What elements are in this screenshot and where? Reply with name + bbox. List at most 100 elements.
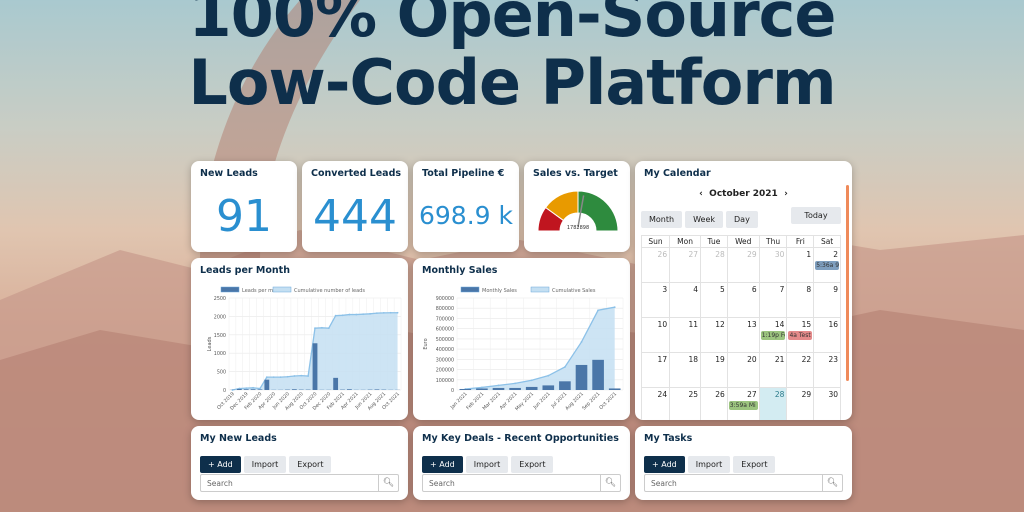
calendar-day[interactable]: 21 xyxy=(758,352,788,388)
day-number: 16 xyxy=(828,320,838,329)
view-day-button[interactable]: Day xyxy=(726,211,758,228)
calendar-day[interactable]: 5 xyxy=(700,282,728,318)
calendar-day[interactable]: 1 xyxy=(786,247,815,283)
search-icon[interactable]: 🔍︎ xyxy=(378,475,398,491)
calendar-day[interactable]: 24 xyxy=(640,387,671,420)
export-button[interactable]: Export xyxy=(733,456,776,473)
cumulative-point xyxy=(613,306,616,309)
kpi-converted-leads[interactable]: Converted Leads 444 xyxy=(302,161,408,252)
calendar-day[interactable]: 23 xyxy=(813,352,841,388)
export-button[interactable]: Export xyxy=(511,456,554,473)
import-button[interactable]: Import xyxy=(687,456,731,473)
calendar-day[interactable]: 9 xyxy=(813,282,841,318)
search-input[interactable]: Search 🔍︎ xyxy=(422,474,621,492)
list-title: My New Leads xyxy=(200,433,277,444)
calendar-day[interactable]: 18 xyxy=(669,352,702,388)
bar xyxy=(243,389,249,390)
day-number: 26 xyxy=(657,250,668,259)
calendar-day[interactable]: 6 xyxy=(726,282,760,318)
calendar-day[interactable]: 15 4a Test xyxy=(786,317,815,353)
prev-month-button[interactable]: ‹ xyxy=(699,189,703,199)
calendar-title: My Calendar xyxy=(644,168,711,179)
calendar-day[interactable]: 12 xyxy=(700,317,728,353)
cumulative-point xyxy=(514,382,516,385)
calendar-event[interactable]: 1:19p Foi xyxy=(760,331,786,340)
calendar-day[interactable]: 3 xyxy=(640,282,671,318)
cumulative-point xyxy=(382,312,385,314)
calendar-day[interactable]: 22 xyxy=(786,352,815,388)
bar xyxy=(525,386,538,390)
calendar-day[interactable]: 28 xyxy=(758,387,788,420)
calendar-day[interactable]: 20 xyxy=(726,352,760,388)
calendar-day[interactable]: 4 xyxy=(669,282,702,318)
calendar-day[interactable]: 16 xyxy=(813,317,841,353)
search-input[interactable]: Search 🔍︎ xyxy=(200,474,399,492)
calendar-day[interactable]: 30 xyxy=(813,387,841,420)
calendar-day[interactable]: 27 3:59a Mi xyxy=(726,387,760,420)
search-icon[interactable]: 🔍︎ xyxy=(600,475,620,491)
bar xyxy=(312,343,318,390)
today-button[interactable]: Today xyxy=(791,207,841,224)
calendar-day[interactable]: 29 xyxy=(726,247,760,283)
bar xyxy=(264,379,270,390)
leads-per-month-card: Leads per Month Leads per month Cumulativ… xyxy=(191,258,408,420)
add-button[interactable]: + Add xyxy=(644,456,685,473)
cumulative-point xyxy=(279,376,282,379)
kpi-total-pipeline[interactable]: Total Pipeline € 698.9 k xyxy=(413,161,519,252)
cumulative-point xyxy=(348,313,351,316)
day-number: 8 xyxy=(806,285,812,294)
day-number: 27 xyxy=(688,250,699,259)
calendar-day[interactable]: 8 xyxy=(786,282,815,318)
view-week-button[interactable]: Week xyxy=(685,211,723,228)
scrollbar[interactable] xyxy=(846,185,849,381)
calendar-event[interactable]: 5:36a 98 xyxy=(815,261,839,270)
cumulative-point xyxy=(497,384,500,387)
calendar-event[interactable]: 3:59a Mi xyxy=(728,401,758,410)
calendar-day[interactable]: 30 xyxy=(758,247,788,283)
kpi-new-leads[interactable]: New Leads 91 xyxy=(191,161,297,252)
kpi-value: 698.9 k xyxy=(419,201,513,230)
search-input[interactable]: Search 🔍︎ xyxy=(644,474,843,492)
weekday-header: Mon xyxy=(669,235,702,248)
calendar-day[interactable]: 2 5:36a 98 xyxy=(813,247,841,283)
import-button[interactable]: Import xyxy=(465,456,509,473)
day-number: 7 xyxy=(779,285,785,294)
sales-vs-target-card[interactable]: Sales vs. Target 1782898 xyxy=(524,161,630,252)
day-number: 2 xyxy=(833,250,838,259)
day-number: 17 xyxy=(657,355,668,364)
kpi-title: New Leads xyxy=(200,168,258,179)
calendar-day[interactable]: 11 xyxy=(669,317,702,353)
export-button[interactable]: Export xyxy=(289,456,332,473)
search-icon[interactable]: 🔍︎ xyxy=(822,475,842,491)
cumulative-line xyxy=(465,306,615,390)
add-button[interactable]: + Add xyxy=(200,456,241,473)
day-number: 4 xyxy=(693,285,699,294)
calendar-day[interactable]: 29 xyxy=(786,387,815,420)
cumulative-point xyxy=(362,313,365,316)
calendar-day[interactable]: 14 1:19p Foi xyxy=(758,317,788,353)
calendar-day[interactable]: 28 xyxy=(700,247,728,283)
day-number: 23 xyxy=(828,355,838,364)
calendar-day[interactable]: 17 xyxy=(640,352,671,388)
calendar-day[interactable]: 10 xyxy=(640,317,671,353)
calendar-day[interactable]: 27 xyxy=(669,247,702,283)
day-number: 27 xyxy=(747,390,757,399)
import-button[interactable]: Import xyxy=(243,456,287,473)
calendar-day[interactable]: 25 xyxy=(669,387,702,420)
calendar-event[interactable]: 4a Test xyxy=(788,331,813,340)
weekday-header: Thu xyxy=(758,235,788,248)
calendar-day[interactable]: 19 xyxy=(700,352,728,388)
next-month-button[interactable]: › xyxy=(784,189,788,199)
view-month-button[interactable]: Month xyxy=(641,211,683,228)
legend-label: Cumulative Sales xyxy=(552,288,596,294)
calendar-day[interactable]: 26 xyxy=(700,387,728,420)
add-button[interactable]: + Add xyxy=(422,456,463,473)
calendar-day[interactable]: 7 xyxy=(758,282,788,318)
calendar-day[interactable]: 13 xyxy=(726,317,760,353)
cumulative-point xyxy=(300,374,303,377)
day-number: 1 xyxy=(806,250,812,259)
cumulative-point xyxy=(389,311,392,314)
search-placeholder: Search xyxy=(651,479,677,488)
calendar-day[interactable]: 26 xyxy=(640,247,671,283)
headline-line-2: Low-Code Platform xyxy=(188,46,836,119)
